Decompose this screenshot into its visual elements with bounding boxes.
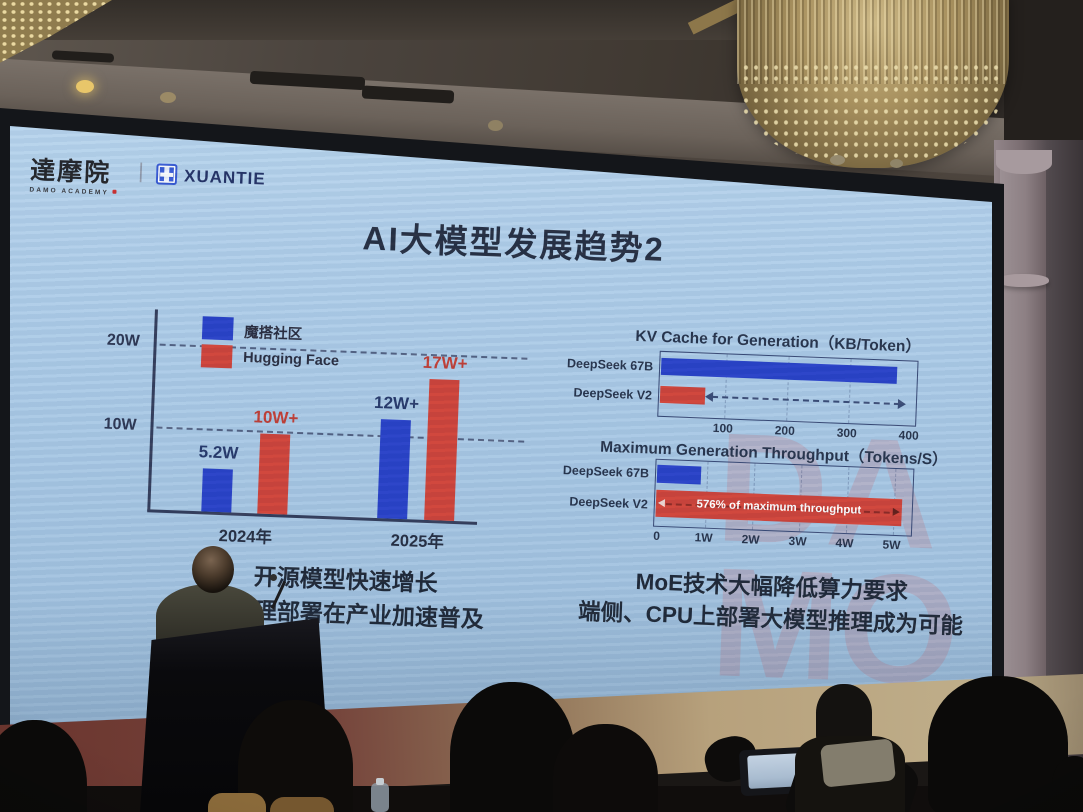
downlight: [488, 120, 503, 131]
pilaster-moulding: [997, 274, 1049, 287]
ceiling-vent: [51, 50, 115, 63]
ceiling-corner: [1004, 0, 1083, 165]
downlight: [160, 92, 176, 103]
audience-head: [553, 724, 658, 812]
downlight: [76, 80, 94, 93]
audience-head: [1052, 756, 1083, 812]
chair-back: [270, 797, 334, 812]
microphone-tip: [270, 574, 277, 581]
audience-head: [816, 684, 872, 744]
presenter-head: [192, 546, 234, 593]
pilaster-capital: [996, 150, 1052, 174]
audience-shirt: [820, 738, 896, 788]
downlight: [830, 155, 845, 165]
chair-back: [208, 793, 266, 812]
water-bottle: [371, 783, 389, 812]
downlight: [890, 159, 903, 168]
water-bottle-cap: [376, 778, 384, 785]
audience-head: [928, 676, 1068, 812]
